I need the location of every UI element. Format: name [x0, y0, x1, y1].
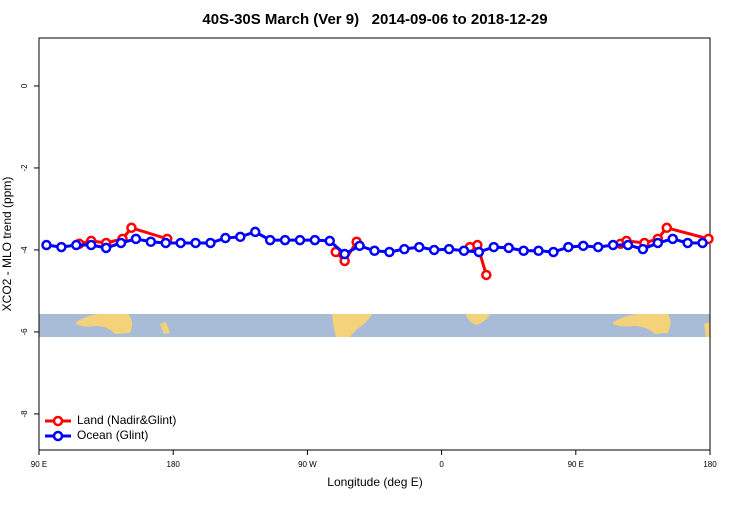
point [533, 245, 544, 257]
legend-label: Land (Nadir&Glint) [77, 413, 176, 427]
point [354, 240, 365, 252]
point [369, 245, 380, 257]
legend-label: Ocean (Glint) [77, 428, 148, 442]
point [548, 246, 559, 258]
point [249, 226, 261, 238]
point [518, 245, 529, 257]
point [481, 269, 492, 281]
x-tick-label: 90 E [568, 460, 584, 469]
point [175, 237, 186, 249]
point [145, 236, 157, 247]
point [652, 237, 664, 249]
legend-marker [52, 415, 64, 427]
point [160, 237, 171, 249]
point [190, 237, 201, 249]
y-axis-label: XCO2 - MLO trend (ppm) [0, 177, 14, 312]
point [339, 248, 350, 260]
point [637, 243, 649, 255]
point [205, 237, 216, 249]
point [264, 234, 276, 246]
point [667, 233, 678, 245]
point [56, 241, 67, 253]
x-tick-label: 90 W [298, 460, 317, 469]
point [661, 222, 673, 234]
legend-marker [52, 430, 64, 442]
y-tick-label: 0 [20, 83, 29, 88]
x-tick-label: 90 E [31, 460, 47, 469]
x-tick-label: 0 [439, 460, 444, 469]
point [85, 239, 97, 251]
plot-frame [38, 37, 711, 451]
point [578, 240, 589, 252]
y-tick-label: -8 [20, 410, 29, 418]
point [443, 243, 455, 255]
point [41, 239, 52, 251]
point [279, 234, 291, 246]
point [622, 239, 634, 251]
point [592, 241, 604, 253]
point [607, 239, 619, 251]
point [428, 244, 440, 256]
point [71, 239, 82, 251]
point [384, 246, 395, 258]
point [235, 231, 246, 243]
point [100, 242, 112, 254]
y-tick-label: -2 [20, 164, 29, 172]
map-band [39, 314, 710, 337]
point [413, 241, 425, 253]
x-tick-label: 180 [703, 460, 717, 469]
point [220, 232, 231, 244]
point [563, 241, 574, 253]
point [115, 237, 127, 249]
y-tick-label: -6 [20, 328, 29, 336]
point [294, 234, 306, 246]
point [458, 245, 470, 257]
point [488, 241, 500, 253]
point [324, 235, 336, 247]
point [126, 222, 137, 234]
point [473, 246, 485, 258]
point [503, 242, 514, 254]
chart-title: 40S-30S March (Ver 9) 2014-09-06 to 2018… [202, 11, 547, 28]
point [682, 237, 693, 249]
x-tick-label: 180 [167, 460, 181, 469]
x-axis-label: Longitude (deg E) [327, 475, 422, 489]
point [399, 243, 410, 255]
point [130, 233, 142, 245]
point [697, 237, 708, 249]
point [309, 234, 321, 246]
y-tick-label: -4 [20, 246, 29, 254]
